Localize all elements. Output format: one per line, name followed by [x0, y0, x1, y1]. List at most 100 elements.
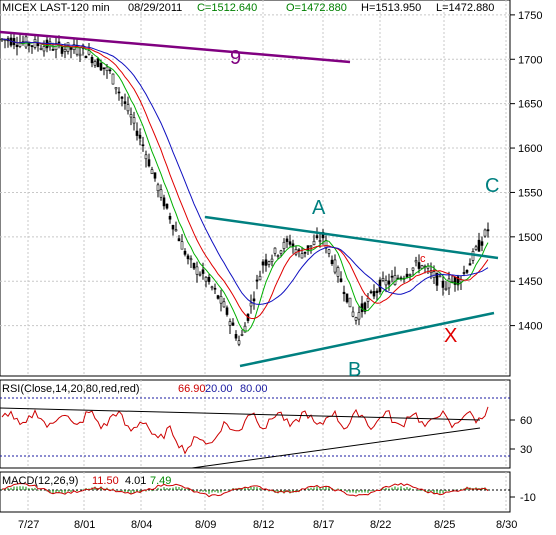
candle-body: [237, 340, 241, 345]
date-axis: 7/27 8/01 8/04 8/09 8/12 8/17 8/22 8/25 8/30: [18, 519, 517, 531]
candle-body: [285, 238, 289, 242]
candle-body: [339, 278, 343, 283]
candle-body: [93, 61, 97, 66]
price-tick-label: 1450: [518, 276, 542, 288]
candle-body: [213, 287, 217, 290]
candle-body: [300, 253, 304, 259]
chart-date: 08/29/2011: [128, 2, 182, 14]
candle-body: [108, 69, 112, 72]
candle-body: [105, 66, 109, 71]
macd-panel: [0, 471, 511, 513]
candle-body: [90, 56, 94, 64]
candle-body: [234, 334, 238, 339]
candle-body: [381, 278, 385, 281]
candle-body: [195, 266, 199, 275]
low-value: L=1472.880: [436, 2, 494, 14]
candle-body: [219, 296, 223, 304]
candle-body: [450, 280, 454, 283]
candle-body: [393, 275, 397, 285]
rsi-line: [1, 406, 489, 455]
price-tick-label: 1750: [518, 10, 542, 22]
candle-body: [99, 63, 103, 71]
candle-body: [168, 216, 172, 220]
candle-body: [156, 184, 160, 192]
candle-body: [162, 197, 166, 207]
candle-body: [318, 240, 322, 242]
rsi-trendline-lower: [191, 427, 481, 469]
candle-body: [276, 255, 280, 257]
candle-body: [288, 241, 292, 245]
candle-body: [465, 270, 469, 273]
candle-body: [183, 250, 187, 255]
candle-body: [231, 322, 235, 326]
date-tick-label: 8/04: [131, 519, 152, 531]
candle-body: [270, 258, 274, 262]
candle-body: [486, 229, 490, 232]
date-tick-label: 7/27: [18, 519, 39, 531]
rsi-tick-60: 60: [520, 415, 532, 427]
lower-trendline: [239, 311, 495, 368]
date-tick-label: 8/17: [313, 519, 334, 531]
candle-body: [204, 276, 208, 282]
candle-body: [369, 291, 373, 293]
candle-body: [180, 241, 184, 250]
candle-body: [312, 240, 316, 245]
candle-body: [207, 276, 211, 282]
candle-body: [69, 47, 73, 50]
candle-body: [306, 245, 310, 251]
candle-body: [222, 301, 226, 308]
close-value: C=1512.640: [197, 2, 257, 14]
date-tick-label: 8/22: [370, 519, 391, 531]
candle-body: [135, 130, 139, 136]
ma-slow-line: [1, 38, 489, 305]
candle-body: [186, 255, 190, 260]
wave-x-label: X: [444, 325, 457, 347]
candle-body: [78, 53, 82, 57]
candle-body: [342, 291, 346, 295]
rsi-panel: [0, 379, 511, 469]
candle-body: [114, 87, 118, 90]
macd-value: 11.50: [92, 475, 119, 487]
candle-body: [408, 274, 412, 276]
candle-body: [174, 229, 178, 232]
candle-body: [351, 311, 355, 317]
rsi-tick-30: 30: [520, 444, 532, 456]
candle-body: [303, 251, 307, 254]
candle-body: [387, 280, 391, 285]
candle-body: [75, 45, 79, 55]
candle-body: [477, 239, 481, 252]
candle-body: [258, 275, 262, 281]
candle-body: [456, 276, 460, 286]
candle-body: [123, 101, 127, 104]
candle-body: [255, 279, 259, 282]
candle-body: [165, 203, 169, 209]
candle-body: [267, 261, 271, 265]
candle-body: [39, 48, 43, 50]
candle-body: [444, 287, 448, 290]
macd-tick-neg10: -10: [520, 492, 536, 504]
candle-body: [129, 114, 133, 118]
candle-body: [261, 261, 265, 266]
candle-body: [171, 225, 175, 230]
candle-body: [225, 307, 229, 315]
candle-body: [291, 243, 295, 247]
candle-body: [357, 312, 361, 320]
price-tick-label: 1500: [518, 232, 542, 244]
candle-body: [336, 267, 340, 277]
candle-body: [348, 297, 352, 308]
date-tick-label: 8/09: [195, 519, 216, 531]
upper-trendline: [204, 215, 499, 260]
rsi-upper: 80.00: [240, 383, 268, 395]
candle-body: [144, 154, 148, 160]
candle-body: [243, 325, 247, 333]
ma-mid-line: [1, 38, 489, 320]
candle-body: [147, 159, 151, 167]
candle-body: [138, 134, 142, 139]
price-tick-label: 1550: [518, 187, 542, 199]
candle-body: [309, 245, 313, 248]
candle-body: [30, 45, 34, 47]
macd-signal: 4.01: [125, 475, 146, 487]
candle-body: [480, 241, 484, 246]
candle-body: [315, 235, 319, 239]
candle-body: [198, 273, 202, 276]
